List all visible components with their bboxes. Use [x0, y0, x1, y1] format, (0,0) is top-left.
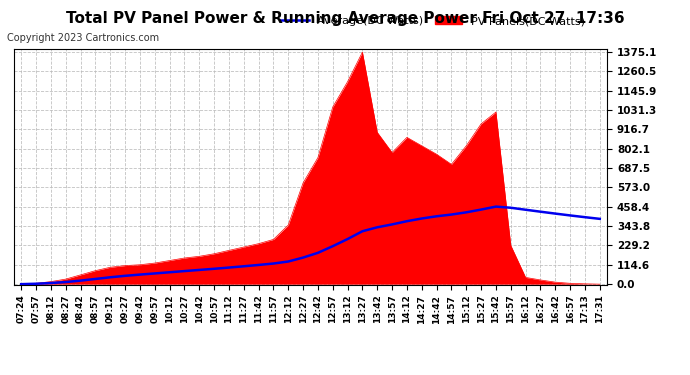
- Text: Total PV Panel Power & Running Average Power Fri Oct 27  17:36: Total PV Panel Power & Running Average P…: [66, 11, 624, 26]
- Legend: Average(DC Watts), PV Panels(DC Watts): Average(DC Watts), PV Panels(DC Watts): [276, 12, 590, 31]
- Text: Copyright 2023 Cartronics.com: Copyright 2023 Cartronics.com: [7, 33, 159, 43]
